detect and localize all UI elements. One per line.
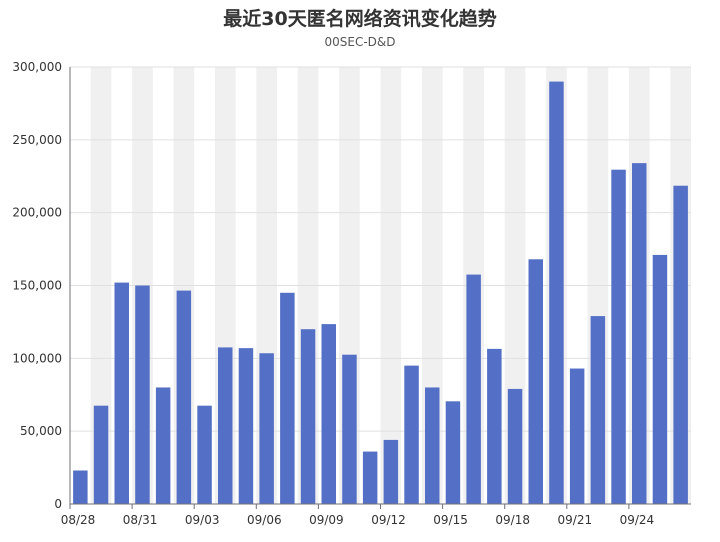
- bar[interactable]: [466, 274, 481, 504]
- chart-title: 最近30天匿名网络资讯变化趋势: [223, 8, 497, 30]
- axes: [69, 67, 691, 509]
- y-tick-label: 100,000: [12, 351, 62, 365]
- bar[interactable]: [507, 388, 523, 504]
- bar[interactable]: [93, 405, 109, 504]
- bar[interactable]: [114, 282, 129, 504]
- bar[interactable]: [300, 329, 316, 504]
- bar[interactable]: [238, 348, 254, 504]
- x-tick-label: 08/28: [61, 513, 96, 527]
- y-tick-label: 300,000: [12, 60, 62, 74]
- y-tick-label: 50,000: [20, 424, 62, 438]
- x-tick-label: 09/15: [433, 513, 468, 527]
- bar[interactable]: [528, 259, 543, 504]
- bar[interactable]: [155, 387, 171, 504]
- y-tick-label: 150,000: [12, 279, 62, 293]
- x-tick-label: 09/12: [371, 513, 406, 527]
- y-tick-label: 200,000: [12, 206, 62, 220]
- bar[interactable]: [135, 285, 150, 505]
- y-tick-label: 250,000: [12, 133, 62, 147]
- bar[interactable]: [362, 451, 378, 504]
- bar[interactable]: [487, 348, 502, 504]
- bar[interactable]: [611, 169, 626, 504]
- bar[interactable]: [321, 324, 336, 504]
- x-tick-label: 09/24: [620, 513, 655, 527]
- bar[interactable]: [342, 354, 357, 504]
- bar-series: [73, 81, 688, 505]
- bar[interactable]: [549, 81, 564, 505]
- x-tick-label: 08/31: [123, 513, 158, 527]
- x-tick-label: 09/09: [309, 513, 344, 527]
- x-tick-label: 09/03: [185, 513, 220, 527]
- bar[interactable]: [445, 401, 461, 504]
- bar[interactable]: [590, 316, 606, 504]
- x-axis-labels: 08/28 08/31 09/03 09/06 09/09 09/12 09/15 09/18…: [61, 513, 654, 527]
- bar[interactable]: [176, 290, 192, 504]
- bar[interactable]: [73, 470, 88, 504]
- bar[interactable]: [218, 347, 233, 504]
- bar[interactable]: [673, 185, 688, 505]
- bar[interactable]: [280, 292, 295, 504]
- bar[interactable]: [383, 439, 399, 504]
- bar[interactable]: [425, 387, 440, 504]
- bar[interactable]: [197, 405, 212, 504]
- bar[interactable]: [569, 368, 585, 504]
- bar[interactable]: [632, 163, 647, 504]
- bar[interactable]: [259, 353, 274, 504]
- bar[interactable]: [404, 365, 419, 504]
- y-tick-label: 0: [54, 497, 62, 511]
- x-tick-label: 09/18: [495, 513, 530, 527]
- grid-lines: [70, 66, 691, 432]
- x-tick-label: 09/06: [247, 513, 282, 527]
- bar[interactable]: [652, 254, 668, 504]
- chart-subtitle: 00SEC-D&D: [324, 35, 396, 49]
- y-axis-labels: 0 50,000 100,000 150,000 200,000 250,000 300,0…: [12, 60, 62, 511]
- x-tick-label: 09/21: [558, 513, 593, 527]
